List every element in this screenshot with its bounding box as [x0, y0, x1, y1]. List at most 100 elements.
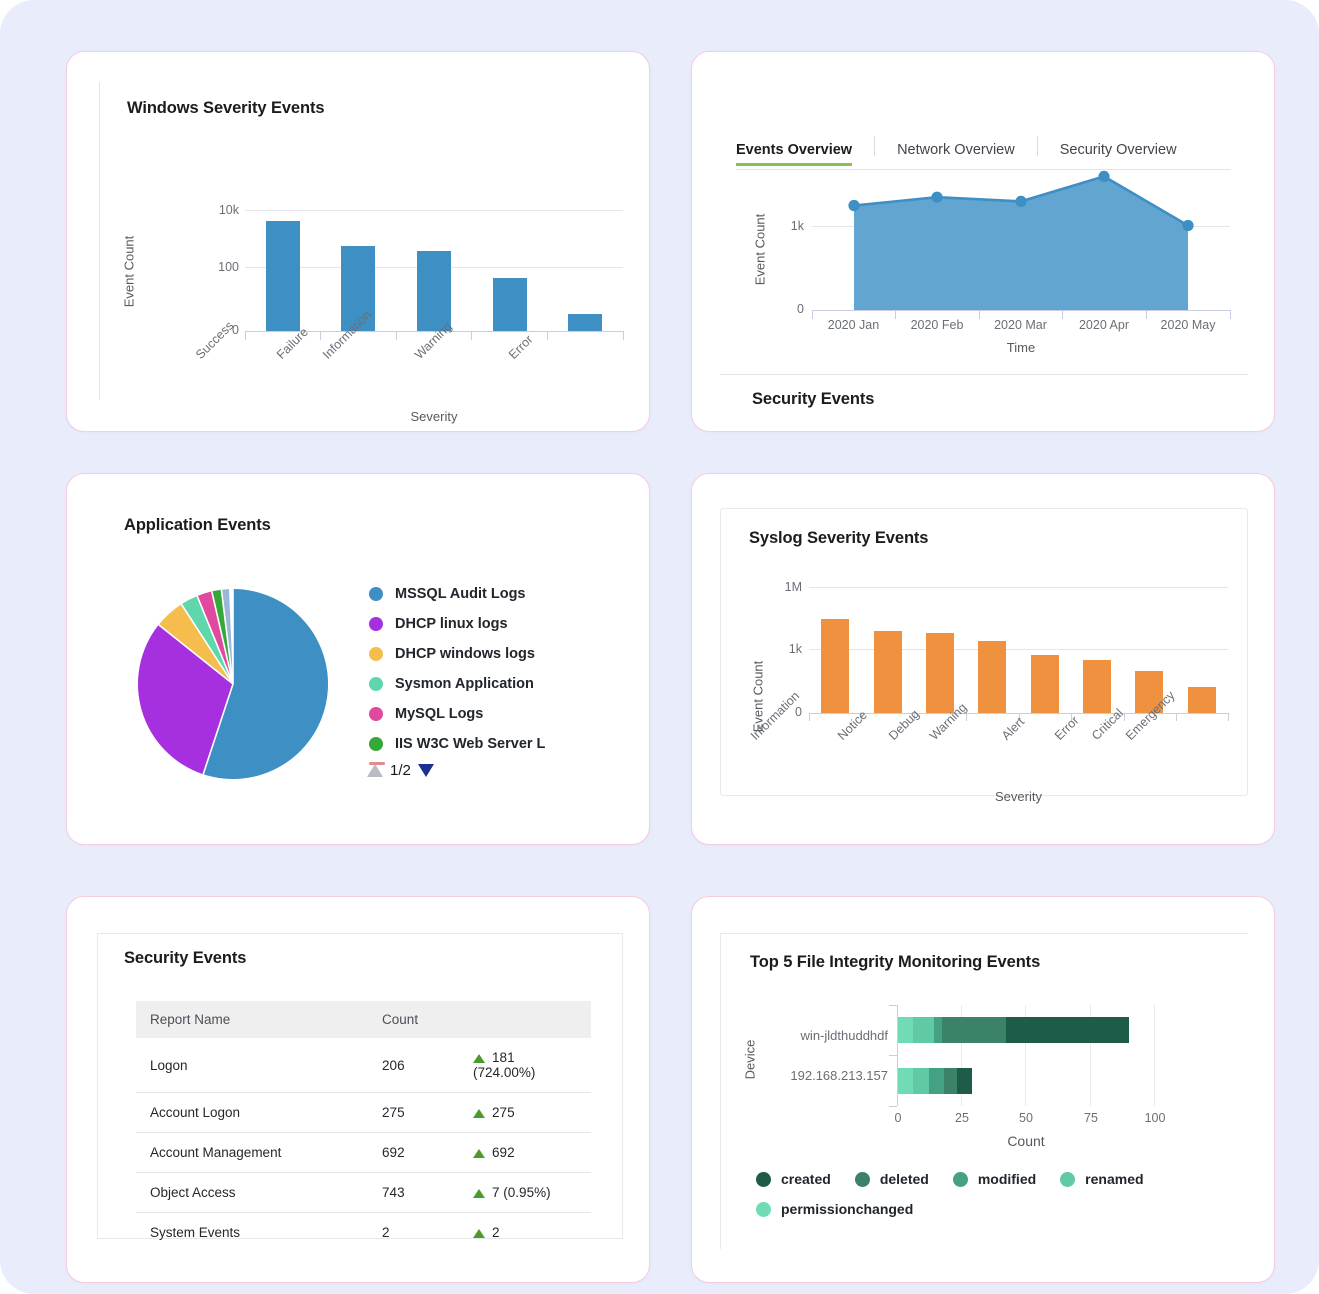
windows-bar-slot[interactable]: [396, 210, 472, 331]
area-point: [1182, 219, 1194, 232]
windows-bar-failure[interactable]: [341, 246, 376, 331]
overview-section-divider: [720, 374, 1248, 375]
table-row[interactable]: Object Access 743 7 (0.95%): [136, 1172, 591, 1213]
security-events-card: Security Events Report Name Count Logon …: [66, 896, 650, 1283]
fim-legend-item-permissionchanged[interactable]: permissionchanged: [756, 1201, 1236, 1217]
pager-down-icon[interactable]: [417, 764, 434, 777]
fim-legend-item-deleted[interactable]: deleted: [854, 1171, 953, 1187]
overview-tabs: Events Overview Network Overview Securit…: [736, 136, 1199, 166]
windows-x-axis: [245, 331, 623, 332]
windows-bar-slot[interactable]: [547, 210, 623, 331]
cell-trend: 7 (0.95%): [459, 1172, 591, 1213]
syslog-bar-slot[interactable]: [1071, 587, 1123, 713]
overview-x-tick-mark: [1146, 310, 1147, 319]
cell-report-name: Account Logon: [136, 1092, 369, 1133]
windows-bar-error[interactable]: [568, 314, 603, 331]
fim-segment-modified[interactable]: [928, 1068, 944, 1094]
overview-x-tick-mark: [812, 310, 813, 319]
syslog-bar-slot[interactable]: [1019, 587, 1071, 713]
syslog-bar-warning[interactable]: [978, 641, 1007, 713]
overview-area-chart[interactable]: [812, 166, 1232, 314]
windows-x-tick-mark: [396, 331, 397, 340]
syslog-bar-alert[interactable]: [1030, 655, 1059, 713]
syslog-bar-error[interactable]: [1083, 660, 1112, 713]
fim-legend-item-created[interactable]: created: [756, 1171, 855, 1187]
syslog-panel-title: Syslog Severity Events: [749, 529, 929, 547]
cell-count: 692: [368, 1132, 460, 1173]
windows-bar-success[interactable]: [265, 220, 300, 331]
fim-segment-created[interactable]: [956, 1068, 972, 1094]
syslog-bar-slot[interactable]: [1123, 587, 1175, 713]
fim-segment-deleted[interactable]: [941, 1017, 1006, 1043]
cell-count: 206: [368, 1038, 460, 1093]
fim-legend-item-modified[interactable]: modified: [952, 1171, 1060, 1187]
syslog-bar-debug[interactable]: [925, 633, 954, 713]
pager-up-icon[interactable]: [367, 764, 383, 777]
syslog-bar-information[interactable]: [821, 618, 850, 713]
syslog-bar-emergency[interactable]: [1187, 686, 1216, 713]
syslog-x-tick-mark: [914, 713, 915, 721]
syslog-bar-slot[interactable]: [809, 587, 861, 713]
fim-y-axis-label: Device: [742, 1039, 758, 1080]
table-row[interactable]: Account Logon 275 275: [136, 1092, 591, 1133]
syslog-bar-slot[interactable]: [914, 587, 966, 713]
fim-xtick-50: 50: [1019, 1111, 1033, 1125]
legend-item[interactable]: DHCP linux logs: [369, 616, 545, 632]
table-row[interactable]: System Events 2 2: [136, 1213, 591, 1253]
tab-active-underline: [736, 163, 853, 166]
application-events-pie[interactable]: [133, 584, 333, 784]
fim-segment-permissionchanged[interactable]: [898, 1068, 914, 1094]
fim-bar-192-168-213-157[interactable]: [898, 1068, 972, 1094]
legend-pager: 1/2: [367, 762, 434, 779]
trend-up-icon: [473, 1109, 486, 1118]
trend-up-icon: [473, 1054, 486, 1063]
fim-segment-deleted[interactable]: [943, 1068, 957, 1094]
column-header-trend: [459, 1001, 591, 1038]
fim-bar-win-jldthuddhdf[interactable]: [898, 1017, 1129, 1043]
tab-security-overview[interactable]: Security Overview: [1060, 142, 1199, 166]
tab-network-overview[interactable]: Network Overview: [897, 142, 1037, 166]
legend-item[interactable]: Sysmon Application: [369, 676, 545, 692]
fim-segment-permissionchanged[interactable]: [898, 1017, 914, 1043]
legend-color-swatch: [854, 1171, 870, 1187]
legend-color-swatch: [369, 647, 383, 661]
legend-item[interactable]: MSSQL Audit Logs: [369, 586, 545, 602]
area-fill: [854, 176, 1188, 310]
fim-y-tick-mark: [889, 1005, 897, 1006]
table-row[interactable]: Account Management 692 692: [136, 1132, 591, 1173]
table-row[interactable]: Logon 206 181 (724.00%): [136, 1038, 591, 1093]
legend-item[interactable]: MySQL Logs: [369, 706, 545, 722]
legend-item[interactable]: DHCP windows logs: [369, 646, 545, 662]
legend-item[interactable]: IIS W3C Web Server L: [369, 736, 545, 752]
legend-label: renamed: [1085, 1171, 1144, 1187]
windows-bar-warning[interactable]: [492, 277, 527, 331]
security-events-title: Security Events: [124, 949, 247, 967]
fim-segment-modified[interactable]: [934, 1017, 942, 1043]
tab-divider: [874, 136, 876, 156]
windows-bar-slot[interactable]: [472, 210, 548, 331]
legend-item-clipped: [369, 762, 385, 765]
syslog-gridline-1m: [809, 587, 1228, 588]
fim-segment-renamed[interactable]: [913, 1017, 935, 1043]
tab-events-overview[interactable]: Events Overview: [736, 142, 874, 166]
windows-bar-slot[interactable]: [321, 210, 397, 331]
cell-trend: 692: [459, 1132, 591, 1173]
windows-ytick-10k: 10k: [218, 203, 239, 217]
fim-segment-created[interactable]: [1005, 1017, 1129, 1043]
fim-legend-item-renamed[interactable]: renamed: [1060, 1171, 1167, 1187]
trend-up-icon: [473, 1229, 486, 1238]
syslog-x-tick-mark: [1019, 713, 1020, 721]
syslog-bar-notice[interactable]: [873, 631, 902, 713]
syslog-bar-slot[interactable]: [861, 587, 913, 713]
windows-bar-slot[interactable]: [245, 210, 321, 331]
syslog-bar-critical[interactable]: [1135, 671, 1164, 713]
overview-x-tick-mark: [895, 310, 896, 319]
syslog-bar-slot[interactable]: [966, 587, 1018, 713]
windows-y-axis-label: Event Count: [121, 235, 137, 308]
fim-segment-renamed[interactable]: [913, 1068, 929, 1094]
overview-y-axis-label: Event Count: [752, 213, 768, 286]
syslog-bar-slot[interactable]: [1176, 587, 1228, 713]
windows-bar-information[interactable]: [416, 251, 451, 331]
fim-y-axis: [897, 1005, 898, 1106]
legend-color-swatch: [369, 677, 383, 691]
